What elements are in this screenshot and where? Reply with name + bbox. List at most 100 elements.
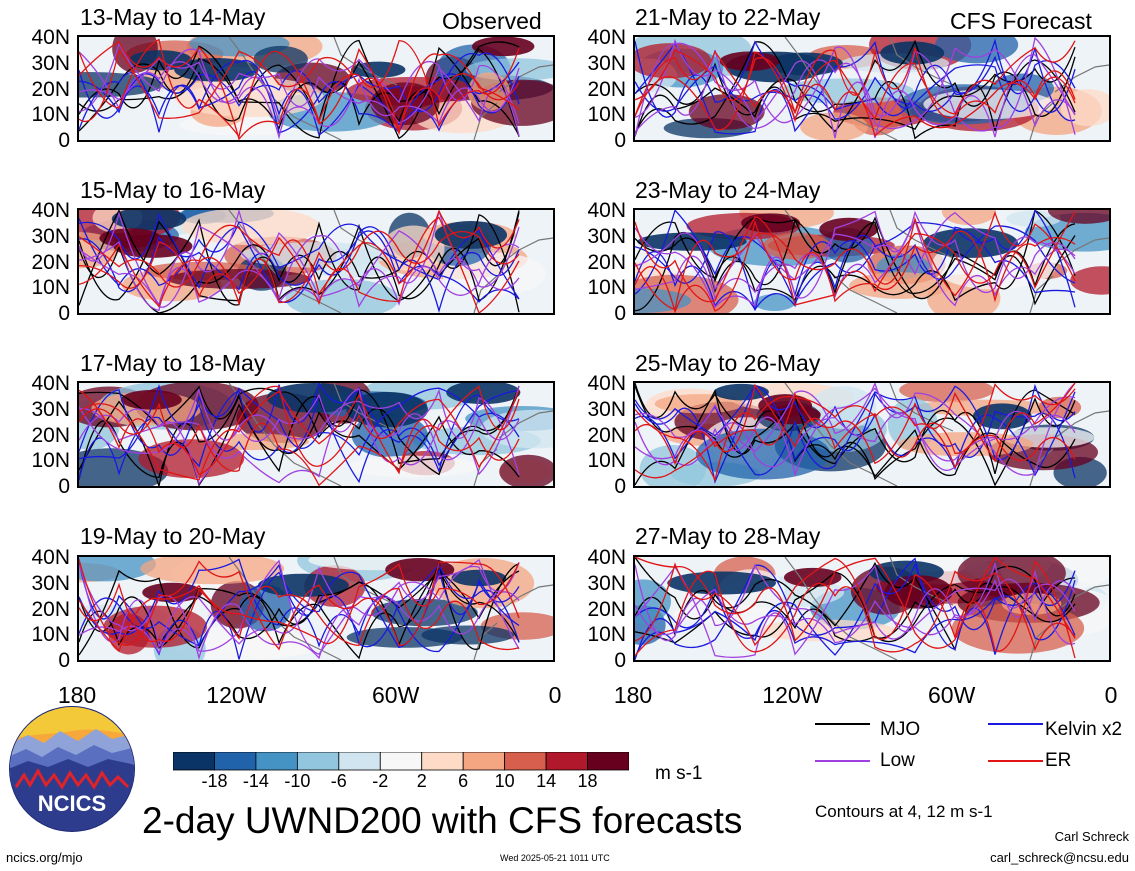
mjo-contour <box>79 46 520 140</box>
lat-label: 0 <box>58 129 70 152</box>
kelvin-contour <box>79 52 520 114</box>
colorbar-swatch <box>587 751 630 771</box>
colorbar-tick-label: -6 <box>330 771 347 791</box>
map-panel-fcst-3 <box>633 381 1111 488</box>
panel-title-obs-2: 15-May to 16-May <box>80 177 266 203</box>
er-contour <box>79 562 520 653</box>
panel-title-fcst-2: 23-May to 24-May <box>635 177 821 203</box>
map-panel-fcst-4 <box>633 555 1111 662</box>
low-contour <box>79 558 520 649</box>
lat-label: 20N <box>31 250 70 274</box>
colorbar-swatch <box>545 751 588 771</box>
lon-label: 180 <box>57 682 97 708</box>
colorbar-swatch <box>255 751 298 771</box>
mjo-contour <box>635 383 1076 481</box>
lat-label: 40N <box>31 26 70 49</box>
lat-label: 20N <box>31 597 70 621</box>
author-email[interactable]: carl_schreck@ncsu.edu <box>990 850 1129 865</box>
logo-text: NCICS <box>38 791 106 816</box>
lat-label: 40N <box>587 546 626 569</box>
low-contour <box>79 42 520 140</box>
main-title: 2-day UWND200 with CFS forecasts <box>142 800 743 841</box>
map-panel-obs-1 <box>77 35 555 142</box>
map-panel-obs-3 <box>77 381 555 488</box>
forecast-label: CFS Forecast <box>950 8 1092 34</box>
contours-note: Contours at 4, 12 m s-1 <box>815 802 993 821</box>
ncics-logo: NCICS <box>8 705 136 833</box>
low-contour <box>635 211 1076 291</box>
lat-label: 0 <box>614 649 626 672</box>
lat-label: 0 <box>614 129 626 152</box>
map-panel-obs-2 <box>77 208 555 315</box>
low-contour <box>635 46 1076 133</box>
colorbar-swatch <box>214 751 257 771</box>
er-contour <box>79 40 520 140</box>
er-contour <box>79 559 520 651</box>
kelvin-contour <box>79 563 520 660</box>
colorbar-tick-label: -18 <box>201 771 228 791</box>
er-contour <box>635 51 1076 138</box>
er-contour <box>79 230 520 306</box>
lat-label: 20N <box>587 77 626 101</box>
panel-title-obs-3: 17-May to 18-May <box>80 350 266 376</box>
map-panel-fcst-1 <box>633 35 1111 142</box>
legend-mjo-label: MJO <box>880 719 921 740</box>
panel-title-fcst-1: 21-May to 22-May <box>635 4 821 30</box>
kelvin-contour <box>79 218 520 300</box>
website-link[interactable]: ncics.org/mjo <box>6 850 83 865</box>
er-contour <box>635 557 1076 649</box>
lat-label: 20N <box>587 423 626 447</box>
colorbar-swatch <box>421 751 464 771</box>
colorbar-tick-label: -10 <box>284 771 311 791</box>
lat-label: 20N <box>587 597 626 621</box>
lon-label: 120W <box>206 682 267 708</box>
er-contour <box>79 385 520 476</box>
lat-label: 30N <box>587 397 626 421</box>
lat-label: 0 <box>58 475 70 498</box>
mjo-contour <box>635 46 1076 137</box>
kelvin-contour <box>635 226 1076 311</box>
low-contour <box>635 37 1076 139</box>
colorbar-units: m s-1 <box>655 763 703 784</box>
lat-label: 10N <box>31 276 70 300</box>
legend-kelvin-label: Kelvin x2 <box>1045 719 1123 740</box>
kelvin-contour <box>635 385 1076 484</box>
er-contour <box>635 210 1076 311</box>
lon-label: 0 <box>1104 682 1118 708</box>
lat-label: 0 <box>614 302 626 325</box>
colorbar-swatch <box>379 751 423 771</box>
er-contour <box>635 383 1076 466</box>
low-contour <box>79 388 520 486</box>
er-contour <box>635 219 1076 313</box>
lat-label: 20N <box>587 250 626 274</box>
lat-label: 10N <box>587 276 626 300</box>
legend-er-line <box>988 760 1043 762</box>
colorbar-tick-label: 6 <box>458 771 469 791</box>
lat-label: 10N <box>587 103 626 127</box>
kelvin-contour <box>79 387 520 457</box>
er-contour <box>79 390 520 481</box>
lat-label: 0 <box>58 302 70 325</box>
kelvin-contour <box>79 558 520 653</box>
mjo-contour <box>79 39 520 139</box>
mjo-contour <box>635 210 1076 302</box>
lat-label: 30N <box>587 224 626 248</box>
lat-label: 20N <box>31 423 70 447</box>
er-contour <box>79 216 520 313</box>
low-contour <box>635 569 1076 645</box>
panel-title-fcst-3: 25-May to 26-May <box>635 350 821 376</box>
colorbar-tick-label: 18 <box>577 771 598 791</box>
er-contour <box>79 48 520 132</box>
colorbar-tick-label: -14 <box>242 771 269 791</box>
lat-label: 0 <box>614 475 626 498</box>
kelvin-contour <box>635 225 1076 311</box>
colorbar-swatch <box>504 751 547 771</box>
lat-label: 30N <box>31 397 70 421</box>
colorbar-tick-label: -2 <box>372 771 389 791</box>
map-panel-fcst-2 <box>633 208 1111 315</box>
mjo-contour <box>79 210 520 313</box>
lon-label: 60W <box>928 682 976 708</box>
lat-label: 30N <box>587 51 626 75</box>
low-contour <box>79 211 520 306</box>
colorbar <box>172 751 630 777</box>
